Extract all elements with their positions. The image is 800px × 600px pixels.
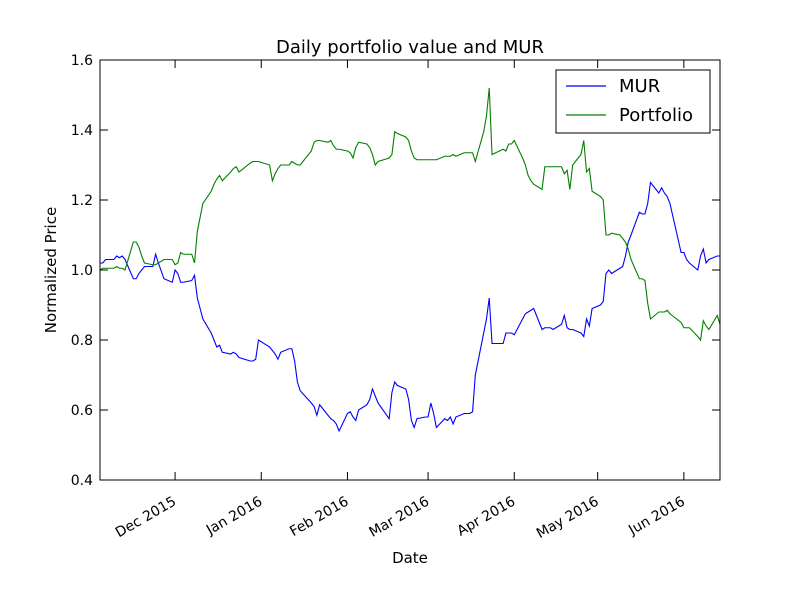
chart-title: Daily portfolio value and MUR [276,37,544,58]
y-tick-label: 1.0 [71,263,93,279]
y-tick-label: 1.2 [71,193,93,209]
series-layer [100,87,720,433]
y-axis: 0.4 0.6 0.8 1.0 1.2 1.4 1.6 [71,53,720,489]
y-tick-label: 1.4 [71,123,93,139]
series-line-mur [100,181,720,433]
series-line-portfolio [100,87,720,342]
y-tick-label: 1.6 [71,53,93,69]
legend-label-portfolio: Portfolio [619,105,693,126]
y-tick-label: 0.8 [71,333,93,349]
y-axis-label: Normalized Price [42,207,60,333]
y-tick-label: 0.6 [71,403,93,419]
y-tick-label: 0.4 [71,473,93,489]
legend-box [555,69,711,134]
x-axis-label: Date [392,549,428,567]
legend: MUR Portfolio [555,69,711,134]
legend-label-mur: MUR [619,76,660,97]
